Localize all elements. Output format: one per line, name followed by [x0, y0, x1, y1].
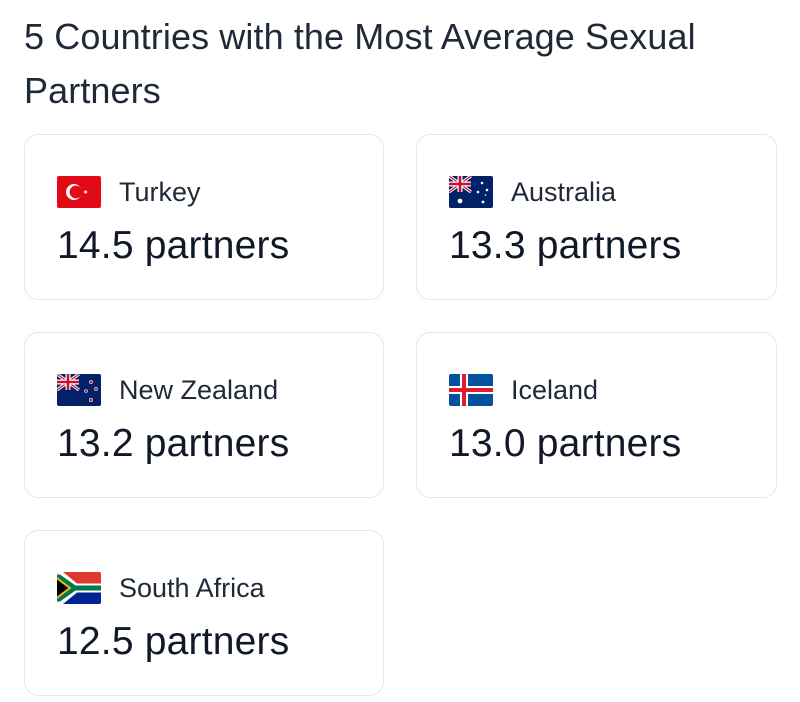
card-header: Turkey — [57, 175, 353, 209]
country-card-iceland: Iceland 13.0 partners — [416, 332, 777, 498]
partners-value: 13.0 partners — [449, 422, 682, 465]
partners-value: 14.5 partners — [57, 224, 290, 267]
country-cards-grid: Turkey 14.5 partners — [24, 134, 777, 696]
country-card-turkey: Turkey 14.5 partners — [24, 134, 384, 300]
iceland-flag-icon — [449, 374, 493, 406]
partners-value: 13.3 partners — [449, 224, 682, 267]
card-header: New Zealand — [57, 373, 353, 407]
south-africa-flag-icon — [57, 572, 101, 604]
country-card-south-africa: South Africa 12.5 partners — [24, 530, 384, 696]
country-name: South Africa — [119, 573, 265, 603]
card-header: Iceland — [449, 373, 746, 407]
new-zealand-flag-icon — [57, 374, 101, 406]
turkey-flag-icon — [57, 176, 101, 208]
card-header: Australia — [449, 175, 746, 209]
page-title: 5 Countries with the Most Average Sexual… — [24, 16, 696, 111]
country-name: Australia — [511, 177, 617, 207]
country-card-new-zealand: New Zealand 13.2 partners — [24, 332, 384, 498]
country-name: Iceland — [511, 375, 599, 405]
card-header: South Africa — [57, 571, 353, 605]
country-name: New Zealand — [119, 375, 279, 405]
country-card-australia: Australia 13.3 partners — [416, 134, 777, 300]
partners-value: 12.5 partners — [57, 620, 290, 663]
australia-flag-icon — [449, 176, 493, 208]
partners-value: 13.2 partners — [57, 422, 290, 465]
country-name: Turkey — [119, 177, 201, 207]
